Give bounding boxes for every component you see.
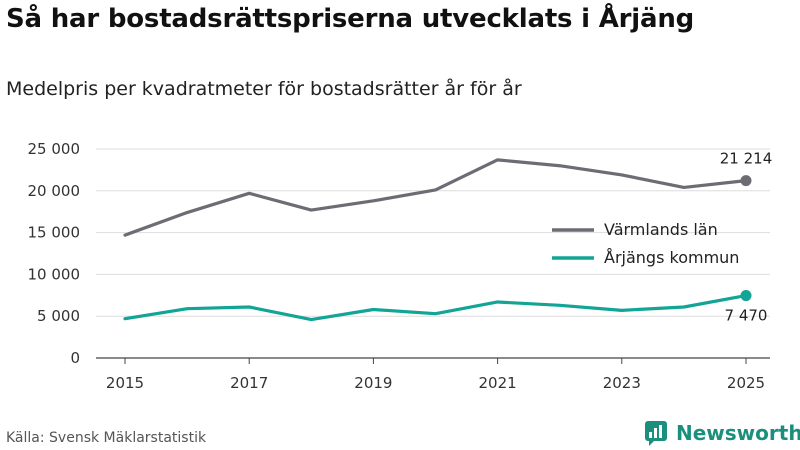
x-tick-label: 2023: [603, 374, 641, 392]
x-tick-label: 2021: [479, 374, 517, 392]
x-tick-label: 2019: [354, 374, 392, 392]
y-axis-ticks: 0 5 000 10 000 15 000 20 000 25 000: [28, 140, 81, 367]
y-tick-label: 20 000: [28, 182, 81, 200]
end-value-label: 21 214: [720, 150, 773, 168]
series-end-marker: [740, 175, 752, 187]
x-tick-label: 2025: [727, 374, 765, 392]
x-axis: 2015 2017 2019 2021 2023 2025: [106, 358, 765, 392]
series-line-varmlands-lan: [123, 158, 748, 237]
y-tick-label: 25 000: [28, 140, 81, 158]
series-line-arjangs-kommun: [123, 293, 748, 322]
newsworthy-logo-text: Newsworthy: [676, 421, 800, 445]
y-tick-label: 0: [70, 349, 80, 367]
x-tick-label: 2015: [106, 374, 144, 392]
legend-label: Årjängs kommun: [604, 248, 739, 267]
y-tick-label: 5 000: [37, 307, 80, 325]
y-tick-label: 15 000: [28, 224, 81, 242]
chart-subtitle: Medelpris per kvadratmeter för bostadsrä…: [6, 78, 522, 100]
newsworthy-logo[interactable]: Newsworthy: [644, 420, 800, 446]
source-note: Källa: Svensk Mäklarstatistik: [6, 430, 207, 446]
legend-label: Värmlands län: [604, 220, 718, 239]
newsworthy-logo-icon: [645, 421, 667, 446]
series-lines: 21 214 7 470: [123, 150, 773, 325]
y-tick-label: 10 000: [28, 265, 81, 283]
x-tick-label: 2017: [230, 374, 268, 392]
end-value-label: 7 470: [725, 307, 768, 325]
legend: Värmlands län Årjängs kommun: [552, 220, 739, 267]
chart-title: Så har bostadsrättspriserna utvecklats i…: [6, 4, 695, 34]
series-end-marker: [740, 290, 752, 302]
